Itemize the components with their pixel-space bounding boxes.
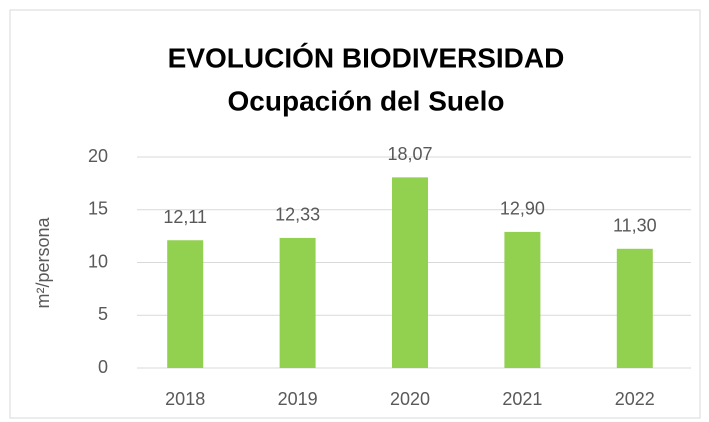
value-label: 11,30	[613, 216, 657, 236]
x-tick-label: 2021	[502, 389, 542, 409]
chart-subtitle: Ocupación del Suelo	[228, 85, 505, 116]
value-label: 12,90	[500, 199, 545, 219]
value-label: 12,33	[275, 205, 320, 225]
y-tick-label: 5	[98, 304, 108, 324]
bar	[392, 177, 428, 368]
y-tick-label: 15	[88, 199, 108, 219]
chart-title: EVOLUCIÓN BIODIVERSIDAD	[168, 42, 565, 73]
value-label: 12,11	[163, 207, 207, 227]
x-tick-label: 2020	[390, 389, 430, 409]
bar	[279, 237, 316, 368]
bar	[167, 240, 204, 368]
bar	[616, 248, 653, 368]
y-axis-label: m²/persona	[33, 216, 53, 308]
x-tick-label: 2018	[165, 389, 205, 409]
y-tick-label: 0	[98, 357, 108, 377]
x-tick-label: 2019	[278, 389, 318, 409]
x-tick-label: 2022	[615, 389, 655, 409]
y-tick-label: 10	[88, 251, 108, 271]
y-tick-label: 20	[88, 146, 108, 166]
bar	[504, 231, 541, 368]
chart-frame	[9, 9, 701, 419]
value-label: 18,07	[387, 144, 432, 164]
